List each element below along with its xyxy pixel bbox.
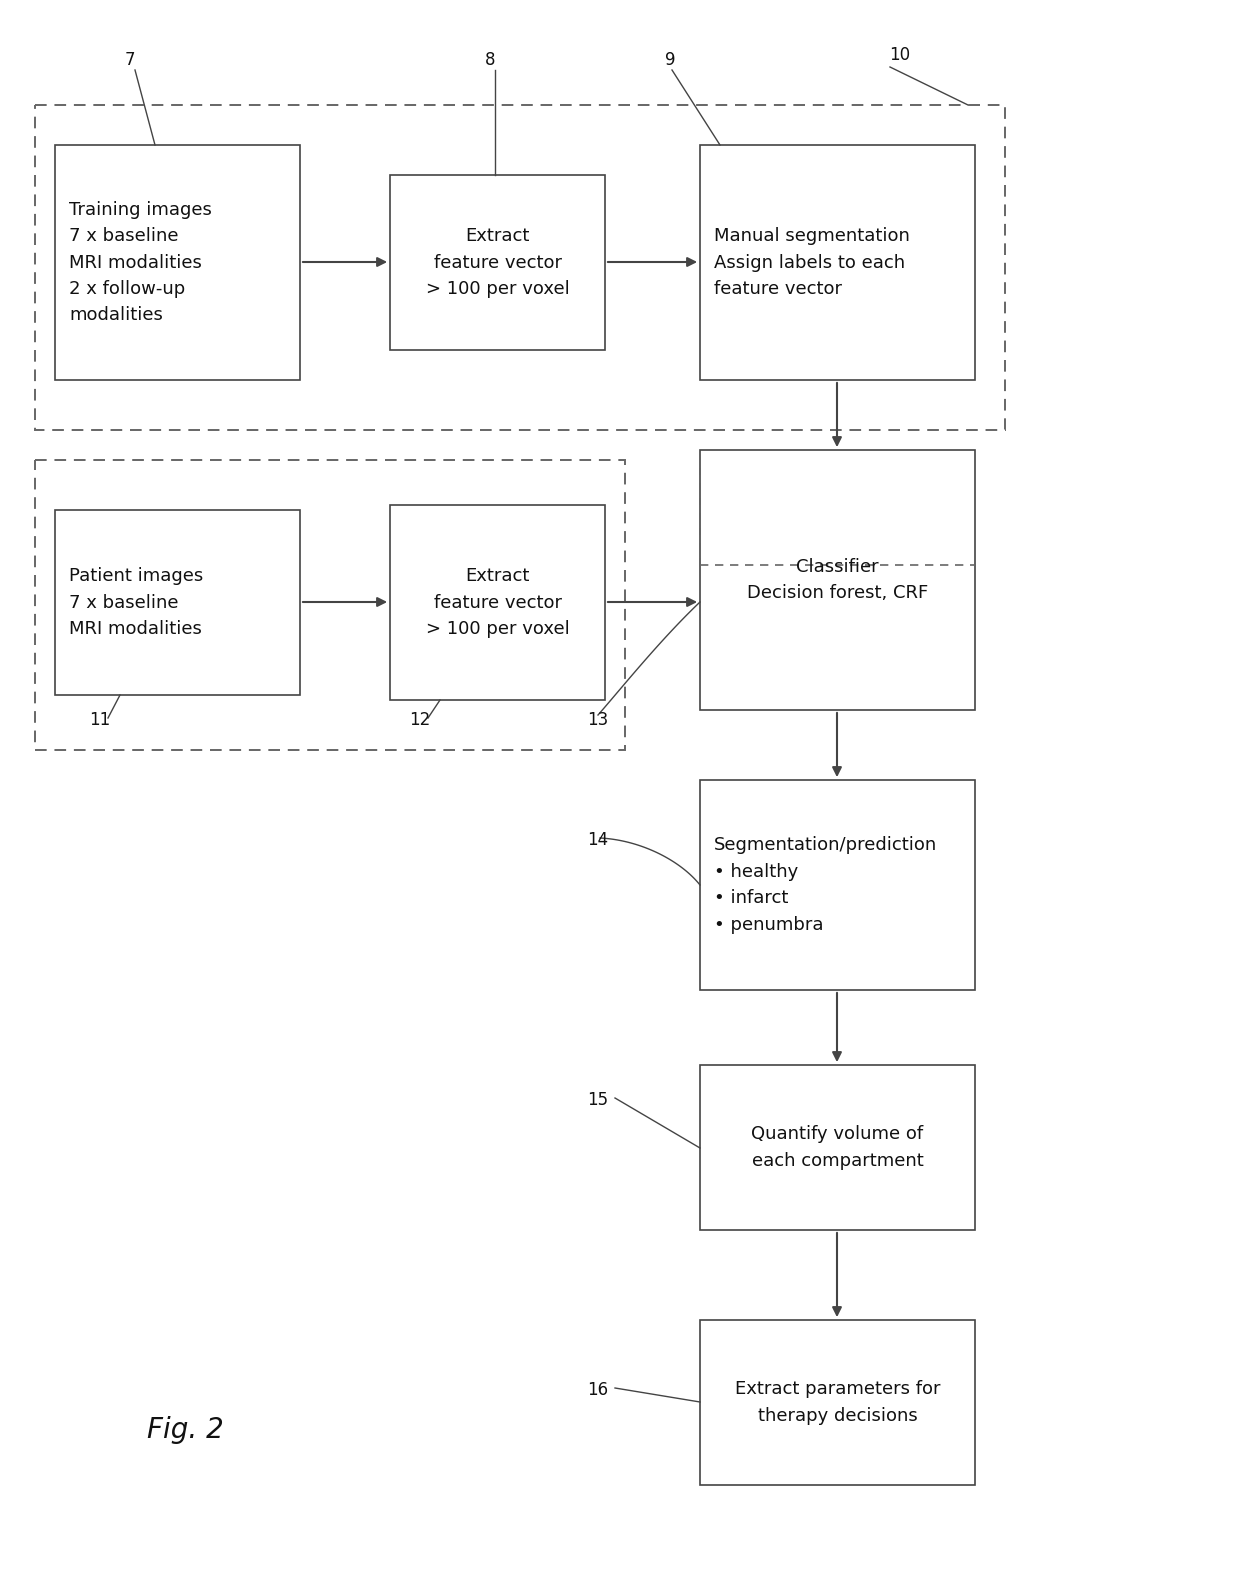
Text: Manual segmentation
Assign labels to each
feature vector: Manual segmentation Assign labels to eac… <box>714 228 910 298</box>
Bar <box>35 105 1004 430</box>
Text: Quantify volume of
each compartment: Quantify volume of each compartment <box>751 1126 924 1170</box>
Text: Extract
feature vector
> 100 per voxel: Extract feature vector > 100 per voxel <box>425 567 569 638</box>
Text: 16: 16 <box>588 1380 609 1399</box>
Text: 13: 13 <box>588 712 609 729</box>
Bar <box>55 509 300 696</box>
Bar <box>391 175 605 350</box>
Bar <box>701 1065 975 1231</box>
Text: Classifier
Decision forest, CRF: Classifier Decision forest, CRF <box>746 557 928 602</box>
Text: 11: 11 <box>89 712 110 729</box>
Text: 8: 8 <box>485 51 495 68</box>
Text: 14: 14 <box>588 831 609 849</box>
Bar <box>701 145 975 380</box>
Text: 9: 9 <box>665 51 676 68</box>
Text: Extract
feature vector
> 100 per voxel: Extract feature vector > 100 per voxel <box>425 228 569 298</box>
Bar <box>701 1320 975 1485</box>
Text: Fig. 2: Fig. 2 <box>146 1415 223 1444</box>
Bar <box>701 451 975 710</box>
Bar <box>55 145 300 380</box>
Text: Segmentation/prediction
• healthy
• infarct
• penumbra: Segmentation/prediction • healthy • infa… <box>714 836 937 933</box>
Text: 10: 10 <box>889 46 910 64</box>
Text: 15: 15 <box>588 1091 609 1110</box>
Bar <box>35 460 625 750</box>
Text: Training images
7 x baseline
MRI modalities
2 x follow-up
modalities: Training images 7 x baseline MRI modalit… <box>69 201 212 325</box>
Text: Extract parameters for
therapy decisions: Extract parameters for therapy decisions <box>735 1380 940 1425</box>
Bar <box>391 505 605 700</box>
Text: 12: 12 <box>409 712 430 729</box>
Bar <box>701 780 975 990</box>
Text: 7: 7 <box>125 51 135 68</box>
Text: Patient images
7 x baseline
MRI modalities: Patient images 7 x baseline MRI modaliti… <box>69 567 203 638</box>
